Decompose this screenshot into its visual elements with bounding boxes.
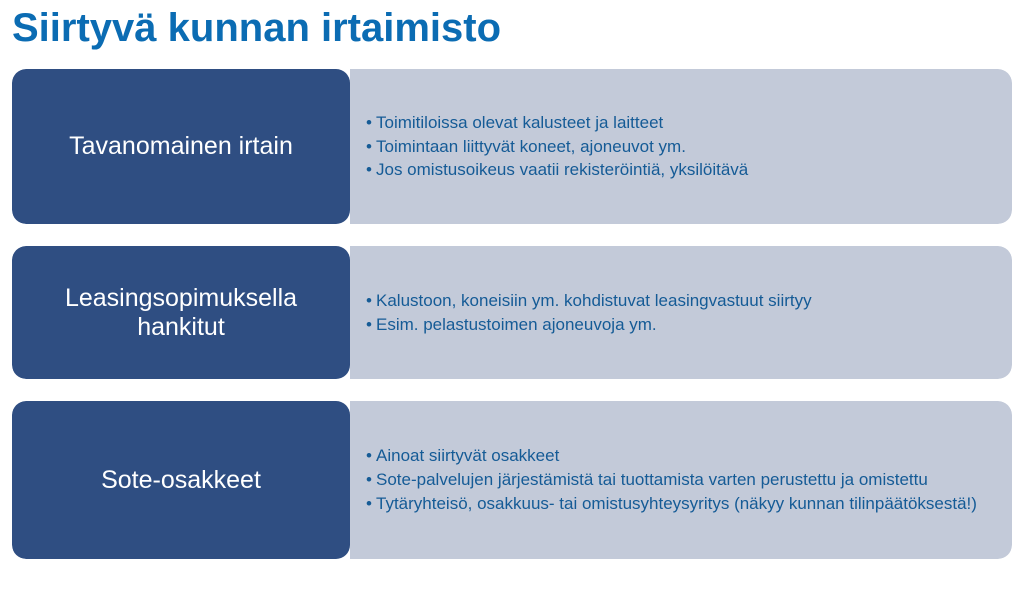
bullet-item: Toimitiloissa olevat kalusteet ja laitte… bbox=[366, 112, 996, 134]
row-heading: Sote-osakkeet bbox=[12, 401, 350, 559]
bullet-item: Kalustoon, koneisiin ym. kohdistuvat lea… bbox=[366, 290, 996, 312]
bullet-item: Jos omistusoikeus vaatii rekisteröintiä,… bbox=[366, 159, 996, 181]
row-heading: Tavanomainen irtain bbox=[12, 69, 350, 224]
info-row: Leasingsopimuksella hankitut Kalustoon, … bbox=[12, 246, 1012, 379]
bullet-item: Ainoat siirtyvät osakkeet bbox=[366, 445, 996, 467]
bullet-item: Esim. pelastustoimen ajoneuvoja ym. bbox=[366, 314, 996, 336]
info-row: Tavanomainen irtain Toimitiloissa olevat… bbox=[12, 69, 1012, 224]
row-body: Kalustoon, koneisiin ym. kohdistuvat lea… bbox=[350, 246, 1012, 379]
bullet-item: Toimintaan liittyvät koneet, ajoneuvot y… bbox=[366, 136, 996, 158]
page-title: Siirtyvä kunnan irtaimisto bbox=[12, 6, 1012, 51]
row-heading: Leasingsopimuksella hankitut bbox=[12, 246, 350, 379]
bullet-item: Sote-palvelujen järjestämistä tai tuotta… bbox=[366, 469, 996, 491]
bullet-item: Tytäryhteisö, osakkuus- tai omistusyhtey… bbox=[366, 493, 996, 515]
info-row: Sote-osakkeet Ainoat siirtyvät osakkeet … bbox=[12, 401, 1012, 559]
row-body: Ainoat siirtyvät osakkeet Sote-palveluje… bbox=[350, 401, 1012, 559]
row-body: Toimitiloissa olevat kalusteet ja laitte… bbox=[350, 69, 1012, 224]
